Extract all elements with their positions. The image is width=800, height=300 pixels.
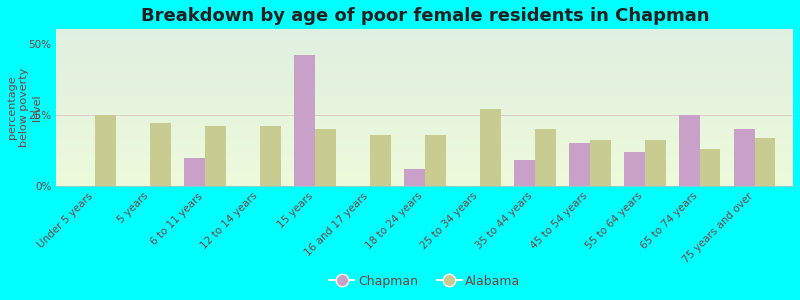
Bar bbox=[734, 129, 754, 186]
Bar bbox=[150, 123, 171, 186]
Bar bbox=[700, 149, 721, 186]
Bar bbox=[514, 160, 534, 186]
Bar bbox=[315, 129, 336, 186]
Y-axis label: percentage
below poverty
level: percentage below poverty level bbox=[7, 68, 42, 147]
Bar bbox=[569, 143, 590, 186]
Bar bbox=[184, 158, 205, 186]
Bar bbox=[590, 140, 610, 186]
Bar bbox=[95, 115, 116, 186]
Bar bbox=[480, 109, 501, 186]
Bar bbox=[624, 152, 645, 186]
Bar bbox=[534, 129, 555, 186]
Bar bbox=[370, 135, 390, 186]
Title: Breakdown by age of poor female residents in Chapman: Breakdown by age of poor female resident… bbox=[141, 7, 709, 25]
Bar bbox=[754, 138, 775, 186]
Bar bbox=[260, 126, 281, 186]
Bar bbox=[294, 55, 315, 186]
Bar bbox=[645, 140, 666, 186]
Bar bbox=[205, 126, 226, 186]
Bar bbox=[678, 115, 700, 186]
Bar bbox=[404, 169, 425, 186]
Bar bbox=[425, 135, 446, 186]
Legend: Chapman, Alabama: Chapman, Alabama bbox=[324, 270, 526, 292]
